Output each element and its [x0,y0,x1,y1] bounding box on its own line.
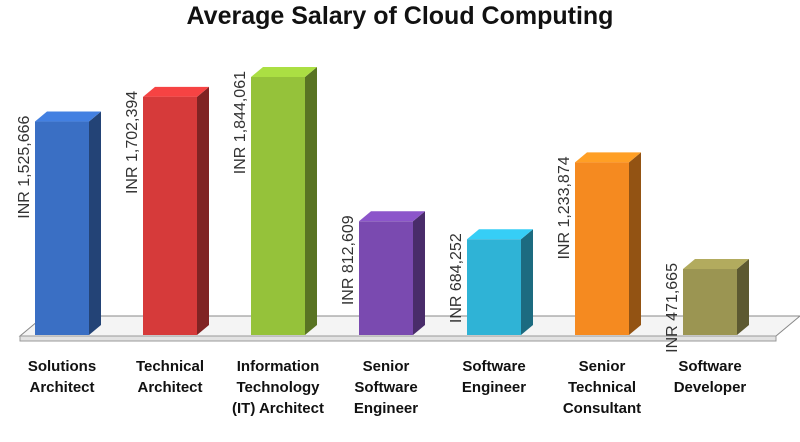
bar-top [35,111,101,122]
value-label: INR 471,665 [664,263,681,353]
x-tick-label: Information Technology (IT) Architect [232,358,324,417]
bar [251,77,305,335]
value-label: INR 1,525,666 [16,115,33,218]
bar [35,121,89,335]
bar-top [143,86,209,97]
x-tick-label: Software Engineer [461,358,527,396]
value-label: INR 812,609 [340,215,357,305]
x-tick-label: Senior Software Engineer [353,358,419,417]
bar [683,269,737,335]
bar-top [683,259,749,270]
bar-side [197,86,209,335]
bar-side [629,152,641,335]
x-tick-label: Software Developer [673,358,747,396]
x-tick-label: Senior Technical Consultant [562,358,642,417]
value-label: INR 1,844,061 [232,71,249,174]
x-tick-label: Solutions Architect [27,358,97,396]
bar-side [413,211,425,335]
bar [143,96,197,335]
bar-side [737,259,749,335]
bar-top [251,67,317,77]
value-label: INR 1,702,394 [124,91,141,194]
chart-title: Average Salary of Cloud Computing [187,2,614,30]
bar-side [305,67,317,335]
bar-top [575,152,641,163]
value-label: INR 1,233,874 [556,156,573,259]
bar-top [359,211,425,222]
x-tick-label: Technical Architect [135,358,205,396]
bar-side [89,111,101,335]
value-label: INR 684,252 [448,233,465,323]
bar [359,221,413,335]
floor-edge [19,335,777,342]
bar-side [521,229,533,335]
bar-top [467,229,533,240]
bar [467,239,521,335]
bar [575,162,629,335]
